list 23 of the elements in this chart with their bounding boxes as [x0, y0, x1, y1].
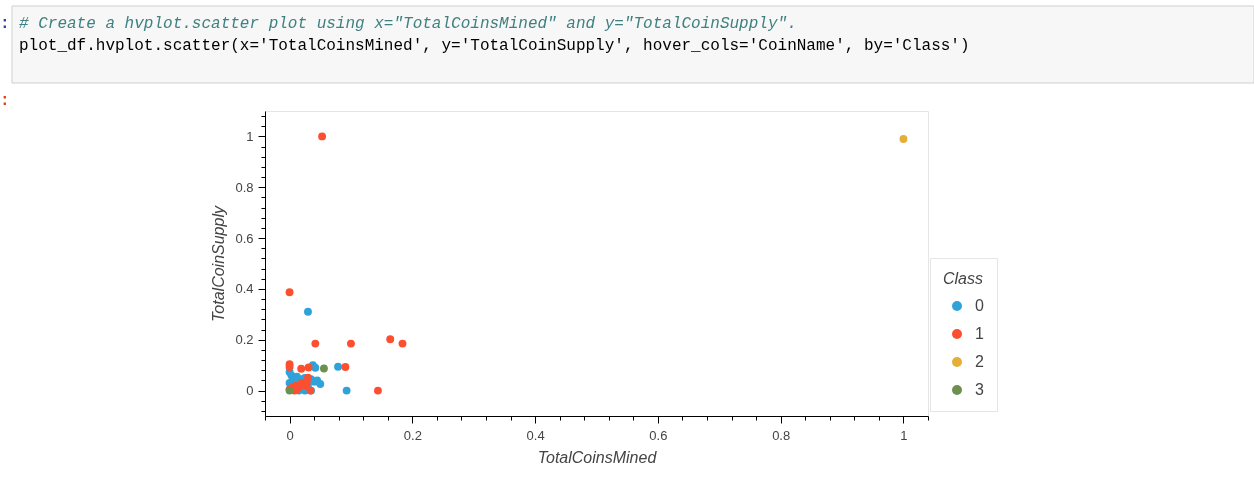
y-tick-label: 0 — [246, 383, 254, 399]
legend-label: 3 — [975, 381, 984, 398]
legend-label: 1 — [975, 325, 984, 342]
y-tick-label: 1 — [246, 128, 254, 144]
legend-label: 0 — [975, 297, 984, 314]
x-tick-label: 0.8 — [772, 427, 791, 443]
y-tick-label: 0.2 — [235, 332, 254, 348]
x-tick-label: 0.6 — [649, 427, 668, 443]
y-axis-title: TotalCoinSupply — [210, 205, 228, 322]
legend-label: 2 — [975, 353, 984, 370]
text: : — [0, 92, 10, 110]
text: # Create a hvplot.scatter plot using x="TotalCoinsMined" and y="TotalCoinSupply". — [19, 15, 797, 33]
legend-title: Class — [943, 270, 984, 287]
text: plot_df.hvplot.scatter(x='TotalCoinsMined', y='TotalCoinSupply', hover_cols='CoinName', by='Class') — [19, 37, 970, 55]
x-tick-label: 0.4 — [526, 427, 545, 443]
x-tick-label: 1 — [900, 427, 908, 443]
y-tick-label: 0.8 — [235, 179, 254, 195]
y-tick-label: 0.4 — [235, 281, 254, 297]
x-axis-title: TotalCoinsMined — [537, 448, 658, 466]
x-tick-label: 0 — [286, 427, 294, 443]
x-tick-label: 0.2 — [403, 427, 422, 443]
y-tick-label: 0.6 — [235, 230, 254, 246]
text: : — [0, 15, 10, 33]
